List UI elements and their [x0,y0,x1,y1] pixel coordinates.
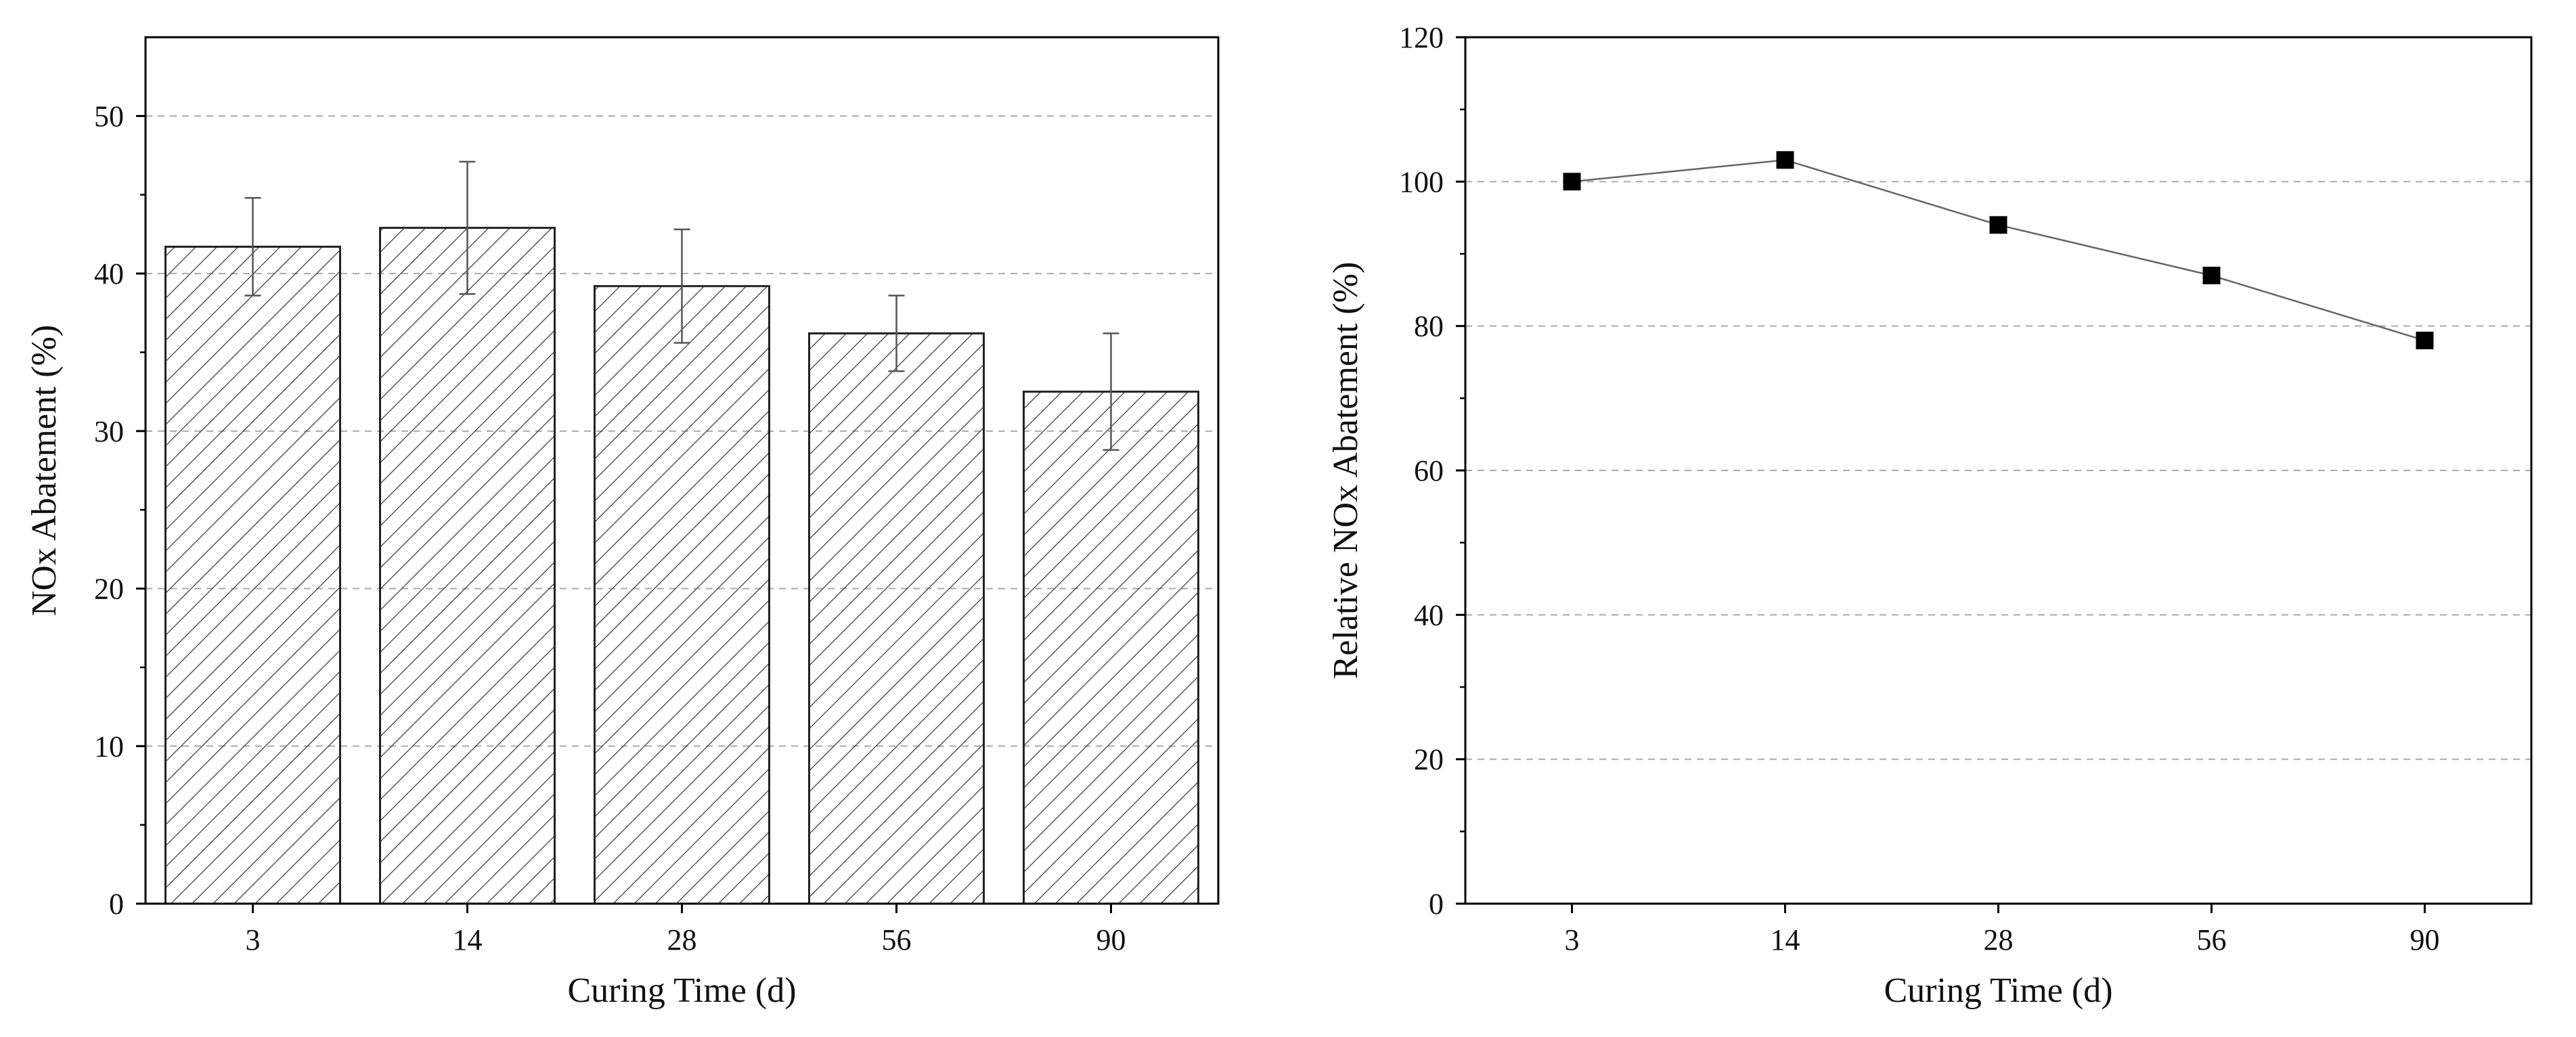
left-error-bars [244,160,1119,451]
y-tick-label: 40 [94,257,124,290]
bar [594,285,770,905]
y-tick-label: 20 [94,573,124,606]
x-tick-label: 90 [2410,923,2440,956]
bar [379,227,556,905]
right-gridlines [1465,181,2531,760]
right-markers [1563,151,2434,349]
data-point [2202,267,2221,284]
right-y-ticks: 0 20 40 60 80 100 120 [1399,21,1465,921]
data-point [1989,216,2007,234]
x-tick-label: 3 [1565,923,1580,956]
x-tick-label: 28 [1984,923,2014,956]
y-tick-label: 100 [1399,165,1444,198]
x-tick-label: 90 [1096,923,1126,956]
x-tick-label: 14 [1771,923,1800,956]
y-tick-label: 50 [94,100,124,133]
y-tick-label: 120 [1399,21,1444,54]
right-x-ticks: 3 14 28 56 90 [1565,904,2440,956]
bar [1023,391,1199,905]
bar [164,246,341,905]
series-line [1572,159,2425,342]
y-tick-label: 10 [94,730,124,763]
x-tick-label: 14 [453,923,483,956]
data-point [2416,332,2434,349]
left-bars [164,227,1199,905]
line-chart: 0 20 40 60 80 100 120 3 14 28 56 90 Curing Time (d… [1327,21,2533,1010]
left-x-axis-title: Curing Time (d) [567,971,796,1010]
x-tick-label: 28 [667,923,697,956]
x-tick-label: 56 [882,923,912,956]
right-y-axis-title: Relative NOx Abatement (%) [1327,262,1365,680]
y-tick-label: 20 [1414,743,1444,776]
y-tick-label: 30 [94,415,124,448]
y-tick-label: 80 [1414,310,1444,343]
x-tick-label: 56 [2197,923,2227,956]
y-tick-label: 40 [1414,598,1444,632]
left-y-ticks: 0 10 20 30 40 50 [94,100,146,921]
right-x-axis-title: Curing Time (d) [1884,971,2112,1010]
y-tick-label: 0 [1429,887,1444,921]
bar-chart: 0 10 20 30 40 50 3 14 28 56 90 Curing Time (d) NO… [25,36,1220,1010]
left-x-ticks: 3 14 28 56 90 [246,904,1126,956]
x-tick-label: 3 [246,923,261,956]
data-point [1776,151,1794,169]
left-y-axis-title: NOx Abatement (%) [25,325,64,616]
data-point [1563,173,1581,191]
y-tick-label: 60 [1414,454,1444,487]
y-tick-label: 0 [109,887,124,921]
bar [808,332,985,905]
